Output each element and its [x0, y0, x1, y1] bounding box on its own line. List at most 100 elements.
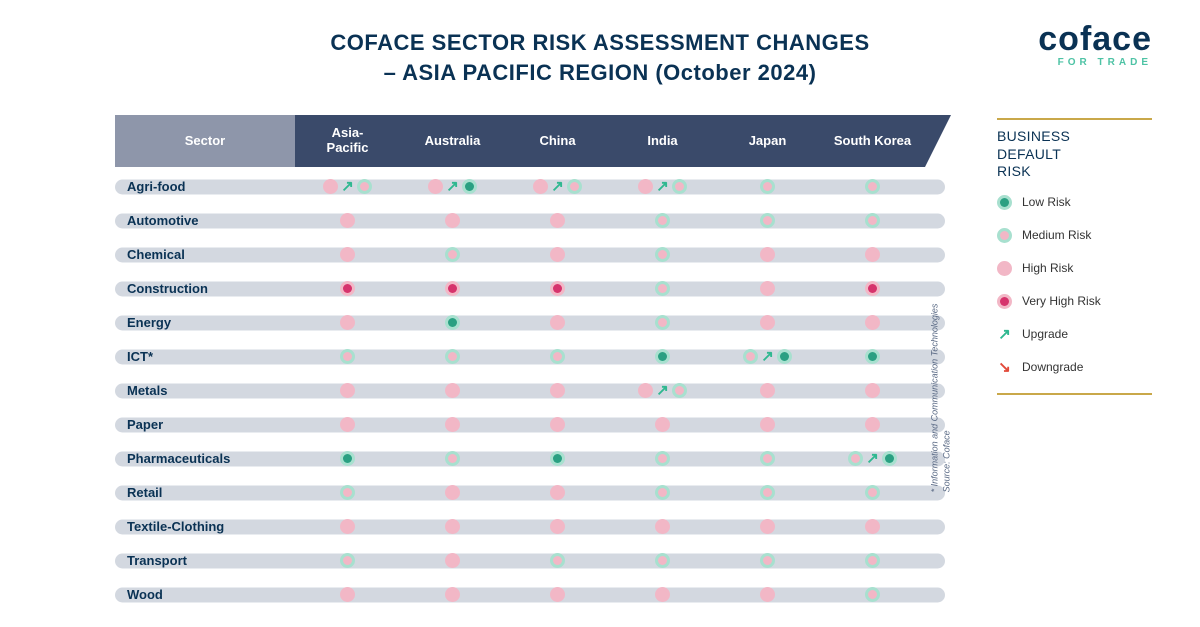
risk-cell [295, 281, 400, 296]
col-header: Australia [400, 115, 505, 167]
risk-cell: ↗ [610, 179, 715, 194]
risk-dot-high [445, 587, 460, 602]
risk-dot-high [533, 179, 548, 194]
risk-dot-medium [340, 349, 355, 364]
risk-cell [400, 485, 505, 500]
risk-cell [505, 451, 610, 466]
risk-cell [295, 553, 400, 568]
risk-cell [610, 213, 715, 228]
risk-dot-high [340, 383, 355, 398]
risk-dot-high [655, 519, 670, 534]
risk-cell [505, 213, 610, 228]
risk-dot-high [760, 417, 775, 432]
sector-label: Paper [115, 417, 295, 432]
risk-dot-high [550, 383, 565, 398]
risk-cell [505, 417, 610, 432]
risk-cell [400, 553, 505, 568]
risk-cell [505, 315, 610, 330]
risk-cell [295, 315, 400, 330]
legend-title: BUSINESSDEFAULTRISK [997, 128, 1152, 181]
risk-dot-low [340, 451, 355, 466]
risk-cell [820, 383, 925, 398]
downgrade-arrow-icon: ↘ [997, 360, 1012, 375]
risk-cell [295, 587, 400, 602]
table-row: Transport [115, 546, 925, 575]
risk-cell [715, 417, 820, 432]
risk-cell [295, 247, 400, 262]
risk-cell [400, 587, 505, 602]
risk-dot-high [865, 247, 880, 262]
risk-dot-high [445, 485, 460, 500]
risk-dot-high [655, 417, 670, 432]
sector-label: Construction [115, 281, 295, 296]
risk-cell [820, 349, 925, 364]
risk-dot-high [340, 417, 355, 432]
col-header: Japan [715, 115, 820, 167]
risk-cell [715, 587, 820, 602]
risk-dot-high [760, 587, 775, 602]
legend-label: Very High Risk [1022, 294, 1101, 308]
risk-dot-medium [760, 179, 775, 194]
page-title: COFACE SECTOR RISK ASSESSMENT CHANGES – … [0, 28, 1200, 87]
risk-cell [505, 247, 610, 262]
risk-cell [715, 213, 820, 228]
table-row: Paper [115, 410, 925, 439]
risk-dot-high [550, 417, 565, 432]
risk-dot-high [340, 519, 355, 534]
risk-dot-veryhigh [445, 281, 460, 296]
risk-cell [715, 179, 820, 194]
legend-rule [997, 118, 1152, 120]
sector-label: Wood [115, 587, 295, 602]
risk-cell [400, 247, 505, 262]
risk-cell [715, 383, 820, 398]
risk-dot-medium [655, 315, 670, 330]
risk-dot-medium [655, 553, 670, 568]
risk-dot-medium [672, 179, 687, 194]
legend-label: Low Risk [1022, 195, 1071, 209]
sector-label: Metals [115, 383, 295, 398]
risk-dot-high [323, 179, 338, 194]
risk-dot-medium [760, 213, 775, 228]
col-header: South Korea [820, 115, 925, 167]
table-row: Agri-food↗↗↗↗ [115, 172, 925, 201]
risk-dot-high [865, 519, 880, 534]
footnote: * Information and Communication Technolo… [930, 303, 953, 492]
risk-dot-medium [550, 553, 565, 568]
risk-cell [400, 383, 505, 398]
footnote-line-2: Source: Coface [941, 303, 953, 492]
table-row: Pharmaceuticals↗ [115, 444, 925, 473]
risk-cell [820, 281, 925, 296]
risk-dot-high [760, 315, 775, 330]
risk-cell [610, 349, 715, 364]
table-row: Textile-Clothing [115, 512, 925, 541]
risk-cell: ↗ [820, 451, 925, 466]
risk-dot-medium [655, 485, 670, 500]
legend-label: Downgrade [1022, 360, 1083, 374]
risk-cell [715, 247, 820, 262]
risk-dot-high [340, 587, 355, 602]
risk-cell [610, 587, 715, 602]
upgrade-arrow-icon: ↗ [656, 383, 669, 398]
risk-dot-high [760, 247, 775, 262]
risk-dot-low [655, 349, 670, 364]
legend-item: Low Risk [997, 195, 1152, 210]
risk-cell [820, 553, 925, 568]
title-line-2: – ASIA PACIFIC REGION (October 2024) [0, 58, 1200, 88]
legend-label: High Risk [1022, 261, 1073, 275]
risk-cell [715, 451, 820, 466]
risk-cell [505, 281, 610, 296]
risk-dot-high [550, 213, 565, 228]
risk-dot-high [445, 417, 460, 432]
risk-dot-high [445, 553, 460, 568]
table-row: Retail [115, 478, 925, 507]
risk-dot-low [882, 451, 897, 466]
risk-dot-veryhigh [550, 281, 565, 296]
risk-dot-high [638, 383, 653, 398]
risk-cell [400, 213, 505, 228]
legend-item: ↗Upgrade [997, 327, 1152, 342]
sector-label: Automotive [115, 213, 295, 228]
risk-dot-medium [357, 179, 372, 194]
upgrade-arrow-icon: ↗ [551, 179, 564, 194]
risk-dot-veryhigh [340, 281, 355, 296]
table-row: Chemical [115, 240, 925, 269]
